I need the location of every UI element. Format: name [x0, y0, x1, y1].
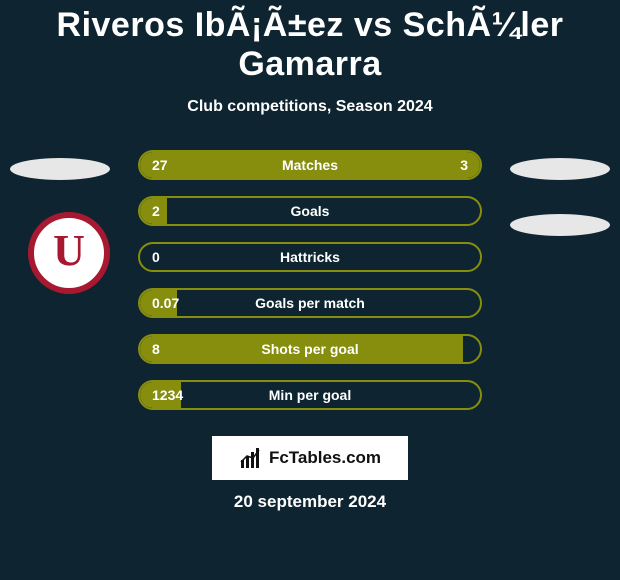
stat-bar: 27 3 Matches	[138, 150, 482, 180]
comparison-bars: 27 3 Matches 2 Goals 0 Hattricks 0.07 Goals per …	[138, 150, 482, 426]
bar-label: Min per goal	[269, 387, 351, 403]
subtitle: Club competitions, Season 2024	[0, 98, 620, 116]
brand-icon	[239, 446, 263, 470]
bar-left-value: 8	[152, 341, 160, 357]
bar-left-value: 2	[152, 203, 160, 219]
bar-left-value: 0	[152, 249, 160, 265]
stats-comparison-card: Riveros IbÃ¡Ã±ez vs SchÃ¼ler Gamarra Clu…	[0, 0, 620, 580]
page-title: Riveros IbÃ¡Ã±ez vs SchÃ¼ler Gamarra	[0, 0, 620, 84]
club-logo-letter: U	[53, 231, 85, 275]
player-left-placeholder	[10, 158, 110, 180]
stat-bar: 0 Hattricks	[138, 242, 482, 272]
bar-label: Goals	[291, 203, 330, 219]
player-right-placeholder-2	[510, 214, 610, 236]
bar-fill-right	[419, 152, 480, 178]
club-logo: U	[28, 212, 110, 294]
stat-bar: 2 Goals	[138, 196, 482, 226]
player-right-placeholder-1	[510, 158, 610, 180]
bar-left-value: 1234	[152, 387, 183, 403]
stat-bar: 8 Shots per goal	[138, 334, 482, 364]
brand-badge: FcTables.com	[212, 436, 408, 480]
footer-date: 20 september 2024	[234, 492, 386, 512]
stat-bar: 0.07 Goals per match	[138, 288, 482, 318]
brand-text: FcTables.com	[269, 448, 381, 468]
bar-label: Goals per match	[255, 295, 365, 311]
bar-left-value: 0.07	[152, 295, 179, 311]
bar-label: Matches	[282, 157, 338, 173]
bar-right-value: 3	[460, 157, 468, 173]
bar-label: Hattricks	[280, 249, 340, 265]
bar-fill-left	[140, 152, 419, 178]
bar-left-value: 27	[152, 157, 168, 173]
stat-bar: 1234 Min per goal	[138, 380, 482, 410]
bar-label: Shots per goal	[261, 341, 358, 357]
